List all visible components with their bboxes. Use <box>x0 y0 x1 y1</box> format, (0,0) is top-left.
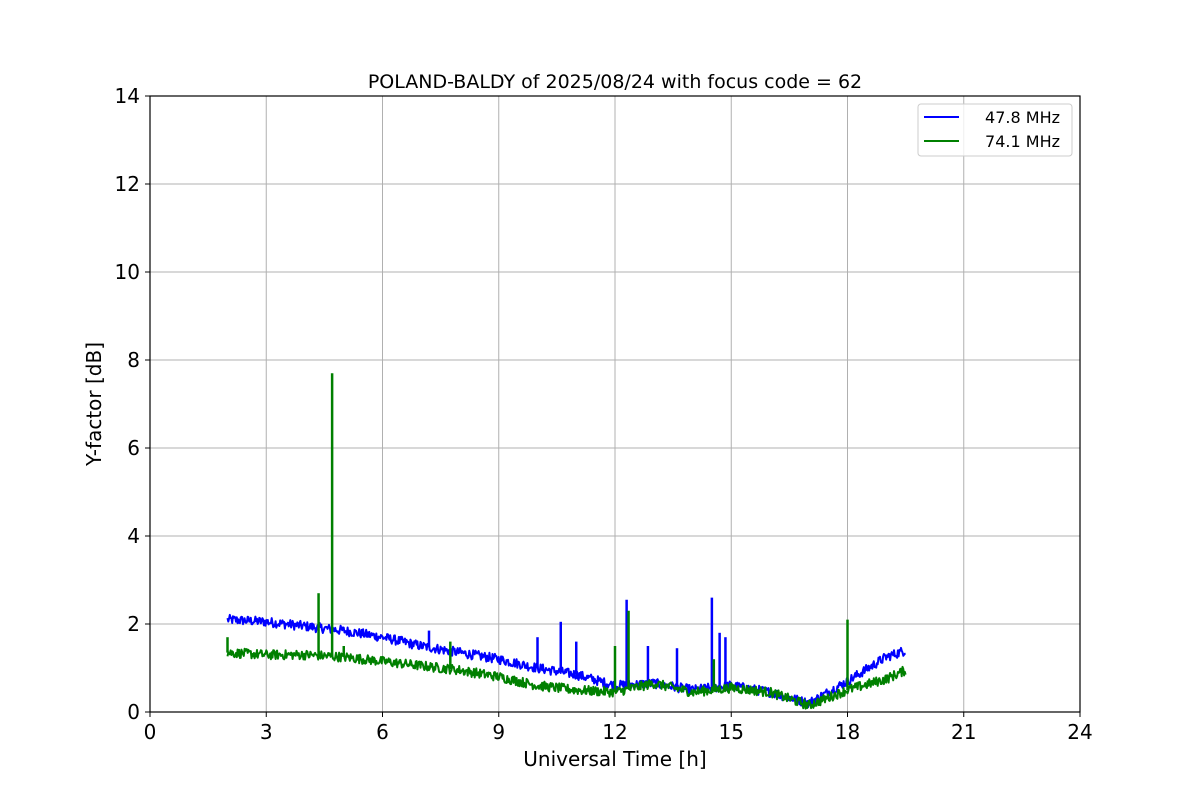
y-tick-label: 0 <box>127 700 140 724</box>
x-tick-label: 24 <box>1067 720 1092 744</box>
x-ticks: 0 3 6 9 12 15 18 21 24 <box>144 712 1093 744</box>
series-74-1-mhz <box>226 373 907 710</box>
legend-label-74-1: 74.1 MHz <box>985 132 1060 151</box>
chart-title: POLAND-BALDY of 2025/08/24 with focus co… <box>368 71 862 93</box>
plot-area <box>226 373 907 710</box>
y-tick-label: 6 <box>127 436 140 460</box>
x-tick-label: 18 <box>835 720 860 744</box>
legend-label-47-8: 47.8 MHz <box>985 108 1060 127</box>
x-tick-label: 6 <box>376 720 389 744</box>
x-tick-label: 0 <box>144 720 157 744</box>
series-line <box>226 613 906 709</box>
x-tick-label: 21 <box>951 720 976 744</box>
legend: 47.8 MHz 74.1 MHz <box>917 103 1073 157</box>
x-axis-label: Universal Time [h] <box>523 747 706 771</box>
x-tick-label: 9 <box>492 720 505 744</box>
y-tick-label: 8 <box>127 348 140 372</box>
series-47-8-mhz <box>226 597 906 709</box>
y-tick-label: 12 <box>115 172 140 196</box>
y-tick-label: 4 <box>127 524 140 548</box>
y-tick-label: 10 <box>115 260 140 284</box>
series-line <box>226 647 907 710</box>
y-ticks: 0 2 4 6 8 10 12 14 <box>115 84 150 724</box>
y-tick-label: 2 <box>127 612 140 636</box>
x-tick-label: 15 <box>719 720 744 744</box>
x-tick-label: 3 <box>260 720 273 744</box>
y-tick-label: 14 <box>115 84 140 108</box>
y-axis-label: Y-factor [dB] <box>82 342 106 467</box>
x-tick-label: 12 <box>602 720 627 744</box>
